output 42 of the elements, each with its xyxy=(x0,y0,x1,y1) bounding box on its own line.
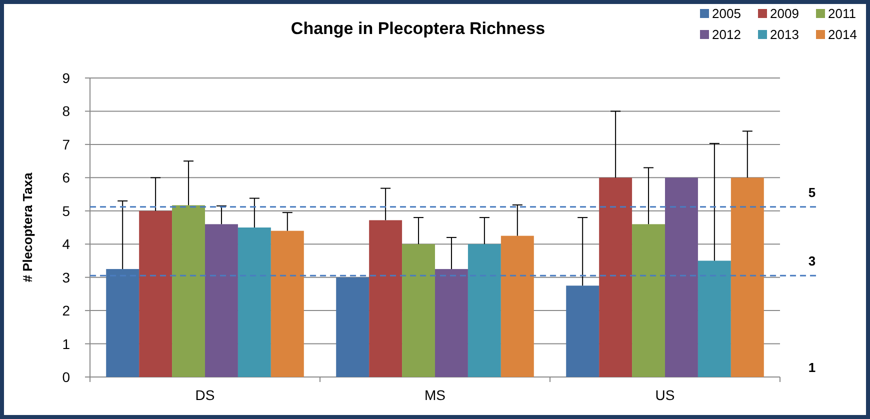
y-tick-label: 6 xyxy=(62,170,70,186)
bar xyxy=(139,210,172,377)
bar xyxy=(435,269,468,377)
y-tick-label: 9 xyxy=(62,70,70,86)
bar xyxy=(599,178,632,377)
bar xyxy=(730,178,764,377)
legend-label: 2014 xyxy=(828,27,857,42)
y-tick-label: 2 xyxy=(62,302,70,319)
bar xyxy=(369,220,402,377)
y-tick-label: 5 xyxy=(62,202,70,219)
legend-label: 2013 xyxy=(770,27,799,42)
bar xyxy=(106,269,140,377)
x-tick-label: US xyxy=(655,387,675,403)
legend-label: 2011 xyxy=(828,6,856,21)
ref-line-label: 3 xyxy=(808,254,816,269)
bar xyxy=(238,228,271,377)
legend-label: 2005 xyxy=(712,6,741,21)
y-tick-label: 4 xyxy=(62,236,70,252)
legend-label: 2012 xyxy=(712,27,741,42)
y-tick-label: 7 xyxy=(62,136,70,152)
bar xyxy=(172,205,205,377)
ref-line-label: 5 xyxy=(808,184,816,200)
bar xyxy=(402,244,435,377)
y-tick-label: 8 xyxy=(62,103,70,120)
x-tick-label: MS xyxy=(424,387,446,403)
bar xyxy=(270,230,304,377)
y-axis-title: # Plecoptera Taxa xyxy=(20,172,35,282)
y-tick-label: 3 xyxy=(62,269,70,286)
x-tick-label: DS xyxy=(195,387,215,403)
bar xyxy=(665,178,698,377)
bar xyxy=(205,224,238,377)
bar xyxy=(468,244,501,377)
bar xyxy=(566,286,600,377)
bar xyxy=(500,236,534,377)
text: 1 xyxy=(808,360,816,376)
legend-label: 2009 xyxy=(770,6,799,21)
bar xyxy=(698,260,731,377)
bar xyxy=(632,224,665,377)
y-tick-label: 0 xyxy=(62,369,70,385)
chart-title: Change in Plecoptera Richness xyxy=(290,19,546,38)
bar xyxy=(336,277,370,377)
y-tick-label: 1 xyxy=(62,336,70,352)
